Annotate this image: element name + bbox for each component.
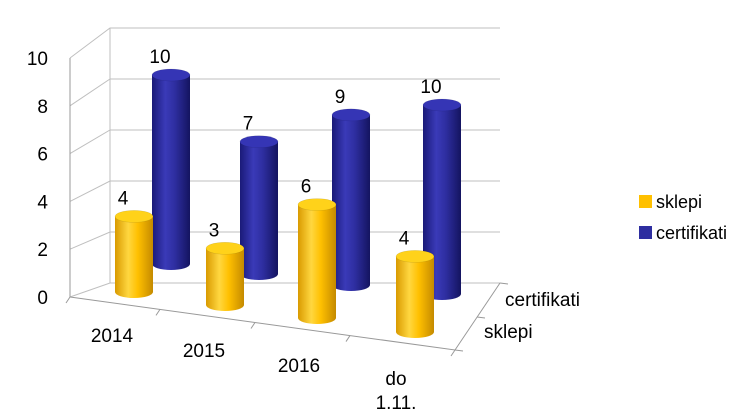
legend-swatch <box>639 195 652 208</box>
legend-label: sklepi <box>656 192 702 212</box>
cylinder-body <box>332 114 370 292</box>
data-label: 3 <box>209 220 220 241</box>
legend: sklepi certifikati <box>639 192 727 243</box>
cylinder-top <box>297 198 337 211</box>
cylinder-body <box>240 141 278 280</box>
category-label: do 1.11. <box>376 369 417 412</box>
y-tick-label: 4 <box>37 192 48 213</box>
bar-sklepi <box>114 210 154 298</box>
chart-frame <box>65 27 509 357</box>
category-tick <box>450 349 456 357</box>
y-tick-label: 10 <box>27 49 48 70</box>
y-tick-label: 0 <box>37 288 48 309</box>
y-tick-label: 8 <box>37 97 48 118</box>
cylinder-body <box>152 75 190 270</box>
cylinder-top <box>395 250 435 263</box>
cylinder-top <box>114 210 154 223</box>
bar-sklepi <box>395 250 435 338</box>
cylinder-top <box>331 108 371 122</box>
bar-certifikati <box>239 135 279 280</box>
depth-tick <box>454 349 464 352</box>
category-tick <box>345 335 351 342</box>
cylinder-body <box>396 256 434 338</box>
data-label: 9 <box>335 87 346 108</box>
labels-layer: 0 2 4 6 8 10 2014 2015 2016 do 1.11. certifikati skl… <box>27 47 580 412</box>
legend-swatch <box>639 226 652 239</box>
bar-sklepi <box>205 242 245 311</box>
cylinder-body <box>298 204 336 324</box>
cylinder-body <box>423 105 461 300</box>
category-label: 2016 <box>278 356 320 377</box>
depth-axis-label: sklepi <box>484 322 533 343</box>
bar-certifikati <box>331 108 371 292</box>
cylinder-top <box>205 242 245 255</box>
bar-sklepi <box>297 198 337 324</box>
cylinder-body <box>115 216 153 298</box>
cylinder-top <box>151 68 191 82</box>
category-label: 2014 <box>91 326 134 347</box>
category-label: 2015 <box>183 341 225 362</box>
data-label: 7 <box>243 114 254 135</box>
y-tick-label: 6 <box>37 145 48 166</box>
bars-layer <box>114 68 462 338</box>
legend-label: certifikati <box>656 223 727 243</box>
category-tick <box>155 309 161 316</box>
y-tick-label: 2 <box>37 240 48 261</box>
cylinder-top <box>422 98 462 112</box>
cylinder-body <box>206 248 244 311</box>
data-label: 6 <box>301 177 312 198</box>
category-tick <box>250 322 256 329</box>
data-label: 10 <box>420 77 441 98</box>
depth-tick <box>476 316 486 319</box>
bar-certifikati <box>422 98 462 300</box>
cylinder-top <box>239 135 279 148</box>
bar-certifikati <box>151 68 191 270</box>
gridline <box>69 27 500 59</box>
depth-tick <box>499 282 509 285</box>
depth-axis-label: certifikati <box>505 290 580 311</box>
data-label: 4 <box>399 228 410 249</box>
category-tick <box>65 296 71 304</box>
data-label: 4 <box>118 188 129 209</box>
data-label: 10 <box>149 47 170 68</box>
